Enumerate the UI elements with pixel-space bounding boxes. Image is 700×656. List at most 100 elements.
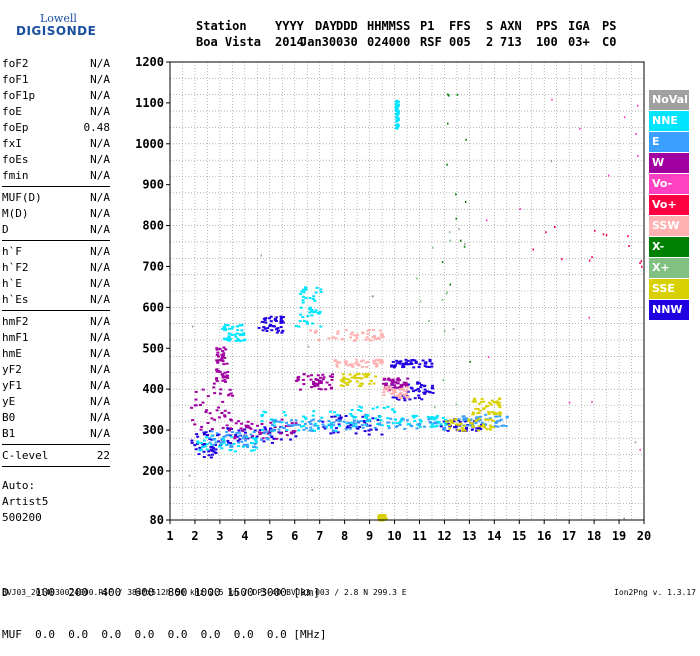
data-point [376,423,380,426]
data-point [487,401,491,404]
x-tick-label: 9 [366,529,373,543]
data-point [227,394,231,397]
param-row: hmE N/A [2,346,110,362]
data-point [327,423,331,426]
data-point [218,370,222,373]
data-point [405,386,409,389]
param-row: fmin N/A [2,168,110,184]
data-point [448,424,452,427]
header-title-0: Station [196,19,247,33]
data-point [285,434,289,437]
data-point [316,384,320,387]
param-row: yE N/A [2,394,110,410]
data-point [392,366,396,369]
param-separator [2,310,110,311]
data-point [391,388,395,391]
data-point [367,429,371,432]
data-point [261,428,265,431]
data-point [445,420,449,423]
data-point [416,381,420,384]
data-point [224,323,228,326]
data-point [455,403,458,406]
data-point [386,405,390,408]
data-point [220,373,224,376]
data-point [420,384,424,386]
data-point [237,420,241,423]
data-point [241,429,245,432]
param-value: N/A [90,137,110,150]
data-point [634,441,637,444]
data-point [404,383,408,386]
data-point [456,423,459,426]
data-point [299,306,303,309]
data-point [263,426,267,429]
data-point [349,336,352,339]
data-point [210,443,214,446]
data-point [253,446,257,448]
data-point [369,379,373,382]
data-point [210,434,214,437]
data-point [387,425,390,427]
data-point [315,424,319,427]
data-point [231,325,235,328]
param-name: h`F2 [2,261,29,274]
param-name: yE [2,395,16,408]
data-point [261,413,264,416]
data-point [428,358,432,361]
series-vo [532,226,643,268]
header-value-4: 024000 [367,35,411,49]
data-point [221,350,225,352]
param-row: fxI N/A [2,136,110,152]
data-point [221,379,225,382]
data-point [498,411,501,414]
data-point [494,421,498,424]
header-title-5: P1 [420,19,435,33]
ionogram-chart: 1 2 3 4 5 6 7 8 9 10 11 12 13 14 15 16 17 18 19 20802003004… [135,55,651,543]
data-point [232,442,236,445]
data-point [301,295,305,298]
data-point [249,433,253,436]
data-point [350,364,354,367]
data-point [314,378,318,381]
data-point [307,421,311,423]
data-point [398,422,401,425]
data-point [403,394,406,396]
data-point [223,371,227,374]
data-point [266,432,270,435]
distance-unit: [km] [293,586,320,599]
data-point [302,383,306,386]
data-point [317,420,321,423]
data-point [367,433,371,436]
param-row: B0 N/A [2,410,110,426]
data-point [317,379,321,382]
data-point [375,365,378,368]
data-point [225,374,229,377]
data-point [365,373,368,375]
data-point [318,382,322,384]
data-point [498,415,502,418]
data-point [217,440,221,443]
data-point [319,291,323,293]
data-point [464,427,468,430]
data-point [375,406,379,409]
data-point [212,386,216,389]
data-point [205,448,209,451]
data-point [243,338,247,341]
data-point [382,394,386,396]
param-row: D N/A [2,222,110,238]
data-point [442,379,445,382]
data-point [294,325,298,327]
data-point [403,390,407,393]
data-point [221,437,225,440]
data-point [212,382,216,385]
data-point [269,320,273,323]
data-point [429,425,433,428]
data-point [279,432,283,435]
data-point [320,416,324,419]
data-point [206,434,210,437]
data-point [264,321,268,324]
data-point [306,315,310,318]
data-point [221,327,224,330]
param-name: B0 [2,411,16,424]
data-point [350,376,354,379]
